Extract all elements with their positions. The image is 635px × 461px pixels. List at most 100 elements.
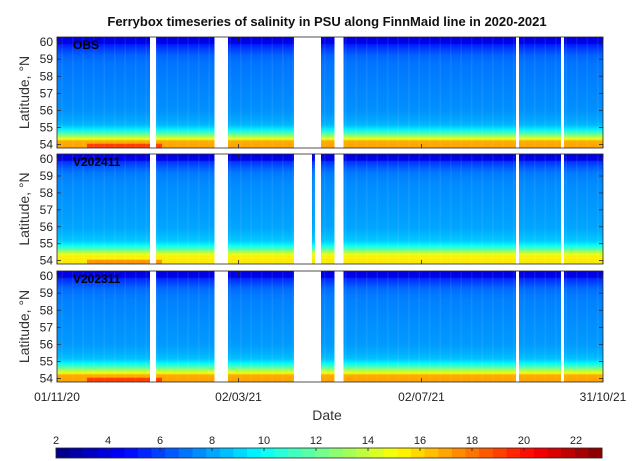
data-gap <box>516 37 519 148</box>
low-salinity-band <box>57 37 603 44</box>
x-tick-label: 01/11/20 <box>34 390 80 404</box>
transect-streak <box>135 37 137 148</box>
colorbar-tick-label: 16 <box>414 435 426 447</box>
transect-streak <box>292 271 294 382</box>
transect-streak <box>324 154 326 264</box>
transect-streak <box>523 154 525 264</box>
y-tick-label: 55 <box>40 121 54 135</box>
colorbar-cell <box>124 448 139 458</box>
transect-streak <box>313 154 315 264</box>
salinity-field <box>57 271 603 382</box>
transect-streak <box>439 37 441 148</box>
transect-streak <box>450 271 452 382</box>
transect-streak <box>240 37 242 148</box>
high-salinity-band <box>57 140 603 148</box>
colorbar-cell <box>329 448 344 458</box>
y-tick-label: 57 <box>40 320 54 334</box>
transect-streak <box>82 271 84 382</box>
transect-streak <box>156 154 158 264</box>
colorbar-cell <box>274 448 289 458</box>
colorbar-cell <box>410 448 425 458</box>
colorbar-cell <box>96 448 111 458</box>
transect-streak <box>492 37 494 148</box>
data-gap <box>516 154 519 264</box>
transect-streak <box>586 37 588 148</box>
y-tick-label: 56 <box>40 103 54 117</box>
transect-streak <box>355 271 357 382</box>
panel-v202411: 54 55 56 57 58 59 60 V202411 Latitude, °N <box>16 152 604 268</box>
colorbar-tick-label: 12 <box>310 435 322 447</box>
transect-streak <box>324 271 326 382</box>
transect-streak <box>481 271 483 382</box>
colorbar-cell <box>233 448 248 458</box>
transect-streak <box>408 154 410 264</box>
transect-streak <box>450 37 452 148</box>
transect-streak <box>240 154 242 264</box>
transect-streak <box>565 154 567 264</box>
transect-streak <box>250 37 252 148</box>
data-gap <box>561 37 564 148</box>
transect-streak <box>397 271 399 382</box>
colorbar-cell <box>492 448 507 458</box>
transect-streak <box>82 154 84 264</box>
x-axis: 01/11/20 02/03/21 02/07/21 31/10/21 <box>34 390 627 404</box>
colorbar-cell <box>397 448 412 458</box>
colorbar-tick-label: 14 <box>362 435 374 447</box>
colorbar-cell <box>588 448 603 458</box>
y-tick-label: 57 <box>40 86 54 100</box>
transect-streak <box>271 154 273 264</box>
transect-streak <box>576 37 578 148</box>
transect-streak <box>544 271 546 382</box>
transect-streak <box>229 154 231 264</box>
transect-streak <box>187 271 189 382</box>
x-tick-label: 31/10/21 <box>580 390 627 404</box>
colorbar-cell <box>547 448 562 458</box>
data-gap <box>214 154 228 264</box>
transect-streak <box>513 37 515 148</box>
transect-streak <box>198 154 200 264</box>
colorbar-cell <box>206 448 221 458</box>
transect-streak <box>261 37 263 148</box>
transect-streak <box>187 37 189 148</box>
transect-streak <box>597 271 599 382</box>
colorbar-cell <box>260 448 275 458</box>
transect-streak <box>481 37 483 148</box>
high-salinity-patch <box>87 377 162 382</box>
y-tick-label: 57 <box>40 203 54 217</box>
transect-streak <box>397 37 399 148</box>
transect-streak <box>597 37 599 148</box>
transect-streak <box>61 154 63 264</box>
transect-streak <box>418 271 420 382</box>
transect-streak <box>565 37 567 148</box>
transect-streak <box>502 154 504 264</box>
data-gap <box>294 271 321 382</box>
transect-streak <box>156 37 158 148</box>
colorbar-cell <box>315 448 330 458</box>
data-gap <box>150 271 156 382</box>
transect-streak <box>523 271 525 382</box>
transect-streak <box>345 271 347 382</box>
transect-streak <box>166 37 168 148</box>
transect-streak <box>177 37 179 148</box>
y-tick-label: 58 <box>40 186 54 200</box>
transect-streak <box>324 37 326 148</box>
transect-streak <box>292 154 294 264</box>
y-tick-label: 59 <box>40 286 54 300</box>
transect-streak <box>177 271 179 382</box>
transect-streak <box>198 37 200 148</box>
transect-streak <box>114 154 116 264</box>
transect-streak <box>471 154 473 264</box>
high-salinity-band <box>57 256 603 264</box>
transect-streak <box>187 154 189 264</box>
chart-title: Ferrybox timeseries of salinity in PSU a… <box>107 14 546 29</box>
transect-streak <box>397 154 399 264</box>
y-tick-label: 54 <box>40 254 54 268</box>
data-gap <box>214 271 228 382</box>
colorbar-cell <box>247 448 262 458</box>
colorbar-cell <box>301 448 316 458</box>
high-salinity-patch <box>87 143 162 148</box>
transect-streak <box>555 37 557 148</box>
transect-streak <box>544 154 546 264</box>
colorbar-cell <box>369 448 384 458</box>
